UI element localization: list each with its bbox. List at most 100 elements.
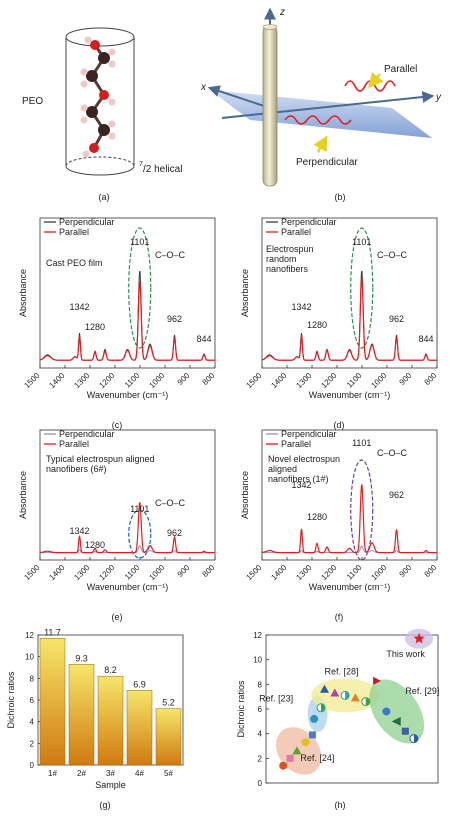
coc-highlight xyxy=(350,459,374,561)
group-label: C–O–C xyxy=(155,250,186,260)
peak-label-1280: 1280 xyxy=(85,540,105,550)
series-line-parallel xyxy=(40,502,215,554)
plot-frame xyxy=(39,429,216,561)
group-label: Ref. [29] xyxy=(405,686,439,696)
panel-label-f: (f) xyxy=(335,612,344,622)
scatter-point xyxy=(350,693,360,702)
x-tick-label: 1400 xyxy=(47,371,66,390)
perpendicular-label: Perpendicular xyxy=(296,157,358,168)
peo-label: PEO xyxy=(22,96,43,107)
coc-highlight xyxy=(350,227,374,349)
x-tick-label: 1400 xyxy=(269,563,288,582)
x-tick-label: 1200 xyxy=(319,371,338,390)
y-tick-label: 2 xyxy=(258,754,263,763)
y-axis-label: Absorbance xyxy=(240,269,250,317)
helix-superscript: 7 xyxy=(139,161,143,168)
bar-value-label: 5.2 xyxy=(162,698,175,708)
x-tick-label: 1000 xyxy=(369,371,388,390)
group-label: This work xyxy=(386,649,425,659)
perpendicular-wave xyxy=(284,115,352,125)
scatter-point-half xyxy=(345,691,350,700)
x-tick-label: 1100 xyxy=(123,371,142,390)
peak-label-962: 962 xyxy=(389,314,404,324)
bar-value-label: 8.2 xyxy=(104,665,117,675)
y-tick-label: 8 xyxy=(258,680,263,689)
x-tick-label: 1# xyxy=(48,769,57,778)
bar-value-label: 6.9 xyxy=(133,679,146,689)
rod-cap xyxy=(262,24,278,30)
peak-label-962: 962 xyxy=(389,490,404,500)
x-tick-label: 1500 xyxy=(22,371,41,390)
x-axis-label: Wavenumber (cm⁻¹) xyxy=(87,390,168,400)
bar-chart-g: 0 2 4 6 8 10 12 11.7 1# 9.3 2# 8.2 3# 6.9 4# 5.2 5# Sampl… xyxy=(6,627,184,790)
series-line-perpendicular xyxy=(261,271,437,361)
series-line-parallel xyxy=(261,278,437,361)
scatter-point-half xyxy=(365,697,370,706)
x-tick-label: 1300 xyxy=(72,371,91,390)
group-label: Ref. [23] xyxy=(259,694,293,704)
legend-label: Perpendicular xyxy=(281,217,337,227)
x-tick-label: 1200 xyxy=(97,371,116,390)
y-label: y xyxy=(435,92,442,103)
cylinder-bottom xyxy=(65,165,135,176)
bar-value-label: 9.3 xyxy=(75,653,88,663)
x-tick-label: 4# xyxy=(135,769,144,778)
scatter-point xyxy=(401,727,409,735)
panel-b: z x y Parallel Perpendicular (b) xyxy=(200,7,442,202)
y-axis-label: Dichroic ratios xyxy=(6,671,16,729)
x-tick-label: 1100 xyxy=(123,563,142,582)
x-tick-label: 3# xyxy=(106,769,115,778)
x-tick-label: 1500 xyxy=(244,371,263,390)
scatter-point xyxy=(373,676,382,685)
y-tick-label: 10 xyxy=(25,653,34,662)
bar xyxy=(126,690,153,766)
coc-highlight xyxy=(128,227,152,349)
peak-label-1101: 1101 xyxy=(130,504,149,514)
series-line-parallel xyxy=(39,281,215,361)
peak-label-962: 962 xyxy=(167,528,182,538)
group-label: C–O–C xyxy=(377,448,408,458)
substrate-plane xyxy=(210,90,432,138)
x-tick-label: 1200 xyxy=(97,563,116,582)
peak-label-1101: 1101 xyxy=(130,237,149,247)
series-line-perpendicular xyxy=(39,271,215,361)
legend-label: Parallel xyxy=(281,227,311,237)
y-tick-label: 2 xyxy=(30,739,35,748)
perpendicular-arrow xyxy=(313,135,328,153)
peak-label-1342: 1342 xyxy=(291,480,311,490)
spectrum-panel-d: 1500 1400 1300 1200 1100 1000 900 800 Wavenumber… xyxy=(240,217,439,400)
x-tick-label: 1100 xyxy=(345,371,364,390)
group-label: Ref. [28] xyxy=(324,666,358,676)
scatter-point xyxy=(310,714,319,723)
x-tick-label: 800 xyxy=(423,371,439,387)
peak-label-1342: 1342 xyxy=(69,302,89,312)
x-tick-label: 1400 xyxy=(269,371,288,390)
panel-label-c: (c) xyxy=(112,420,123,430)
group-label: C–O–C xyxy=(377,250,408,260)
y-tick-label: 6 xyxy=(258,705,263,714)
legend-label: Parallel xyxy=(59,227,89,237)
coc-highlight xyxy=(128,509,152,559)
scatter-point xyxy=(301,738,310,747)
helix-label: /2 helical xyxy=(143,164,182,175)
x-tick-label: 900 xyxy=(398,371,414,387)
scatter-point-half xyxy=(321,703,326,712)
x-tick-label: 900 xyxy=(176,371,192,387)
plot-frame xyxy=(261,429,438,561)
y-tick-label: 0 xyxy=(258,779,263,788)
y-tick-label: 4 xyxy=(258,730,263,739)
x-axis-label: Wavenumber (cm⁻¹) xyxy=(87,582,168,592)
cylinder-top xyxy=(65,27,135,47)
x-tick-label: 1300 xyxy=(294,563,313,582)
peak-label-1280: 1280 xyxy=(307,320,327,330)
y-axis xyxy=(221,91,435,119)
panel-label-d: (d) xyxy=(334,420,345,430)
peo-molecule xyxy=(80,36,116,158)
bar xyxy=(155,708,182,766)
y-tick-label: 6 xyxy=(30,696,35,705)
y-tick-label: 12 xyxy=(25,631,34,640)
group-bubble xyxy=(369,679,425,744)
plot-frame xyxy=(261,217,438,369)
x-tick-label: 1000 xyxy=(369,563,388,582)
